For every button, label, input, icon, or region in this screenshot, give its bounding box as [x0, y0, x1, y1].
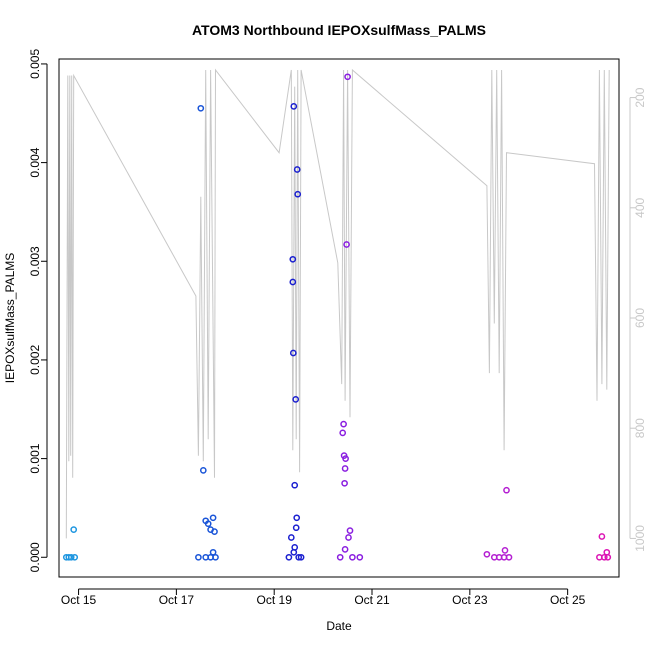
data-point: [292, 396, 300, 403]
x-tick-label: Oct 21: [354, 593, 390, 607]
data-point: [297, 553, 305, 561]
x-tick-label: Oct 23: [452, 593, 488, 607]
y-tick-label: 0.003: [28, 246, 42, 276]
data-point: [70, 526, 78, 533]
data-point: [341, 465, 349, 472]
data-point: [293, 166, 301, 173]
data-point: [294, 190, 302, 198]
data-point: [290, 103, 298, 110]
data-point: [289, 349, 297, 357]
data-point: [340, 420, 347, 428]
x-tick-label: Oct 15: [61, 593, 97, 607]
y2-tick-label: 600: [633, 308, 647, 328]
data-point: [293, 514, 301, 522]
y2-tick-label: 200: [633, 87, 647, 107]
data-point: [345, 534, 352, 541]
data-point: [289, 255, 297, 263]
data-point: [292, 524, 300, 532]
data-point: [209, 548, 217, 556]
data-point: [336, 553, 344, 561]
y2-tick-label: 400: [633, 197, 647, 217]
x-tick-label: Oct 25: [550, 593, 586, 607]
data-point: [341, 546, 349, 553]
x-axis: Oct 15 Oct 17 Oct 19 Oct 21 Oct 23 Oct 25: [61, 588, 586, 607]
scatter-points-layer: [62, 73, 612, 561]
x-axis-label: Date: [326, 619, 352, 633]
data-point: [483, 550, 491, 558]
secondary-series-line: [65, 68, 610, 539]
data-point: [346, 527, 354, 534]
data-point: [289, 278, 297, 286]
data-point: [356, 553, 364, 561]
data-point: [598, 533, 606, 540]
data-point: [199, 467, 207, 474]
data-point: [604, 553, 612, 561]
data-point: [197, 104, 205, 112]
x-tick-label: Oct 17: [159, 593, 195, 607]
y-axis-label: IEPOXsulfMass_PALMS: [3, 253, 17, 384]
data-point: [505, 553, 513, 561]
data-point: [67, 553, 75, 561]
y-tick-label: 0.005: [28, 49, 42, 79]
y-axis: 0.000 0.001 0.002 0.003 0.004 0.005: [28, 49, 48, 572]
data-point: [290, 548, 298, 556]
y2-tick-label: 1000: [633, 525, 647, 552]
data-point: [291, 481, 299, 489]
data-point: [195, 553, 202, 561]
secondary-line-layer: [65, 68, 610, 539]
y-tick-label: 0.000: [28, 542, 42, 572]
data-point: [342, 455, 349, 462]
y-tick-label: 0.002: [28, 345, 42, 375]
data-point: [503, 486, 510, 494]
data-point: [341, 479, 348, 487]
data-point: [287, 534, 295, 541]
data-point: [600, 553, 608, 561]
x-tick-label: Oct 19: [257, 593, 293, 607]
data-point: [285, 553, 293, 561]
data-point: [295, 553, 303, 561]
data-point: [207, 553, 214, 561]
data-point: [71, 553, 79, 561]
data-point: [343, 241, 350, 248]
y-tick-label: 0.001: [28, 443, 42, 473]
data-point: [204, 520, 212, 528]
data-point: [339, 429, 347, 437]
data-point: [209, 514, 217, 522]
data-point: [211, 528, 218, 535]
data-point: [501, 547, 509, 554]
data-point: [344, 73, 351, 81]
y-tick-label: 0.004: [28, 147, 42, 177]
data-point: [349, 553, 356, 561]
secondary-y-axis: 200 400 600 800 1000: [629, 87, 647, 552]
chart-title: ATOM3 Northbound IEPOXsulfMass_PALMS: [192, 22, 486, 38]
y2-tick-label: 800: [633, 418, 647, 438]
plot-frame: [58, 58, 620, 578]
